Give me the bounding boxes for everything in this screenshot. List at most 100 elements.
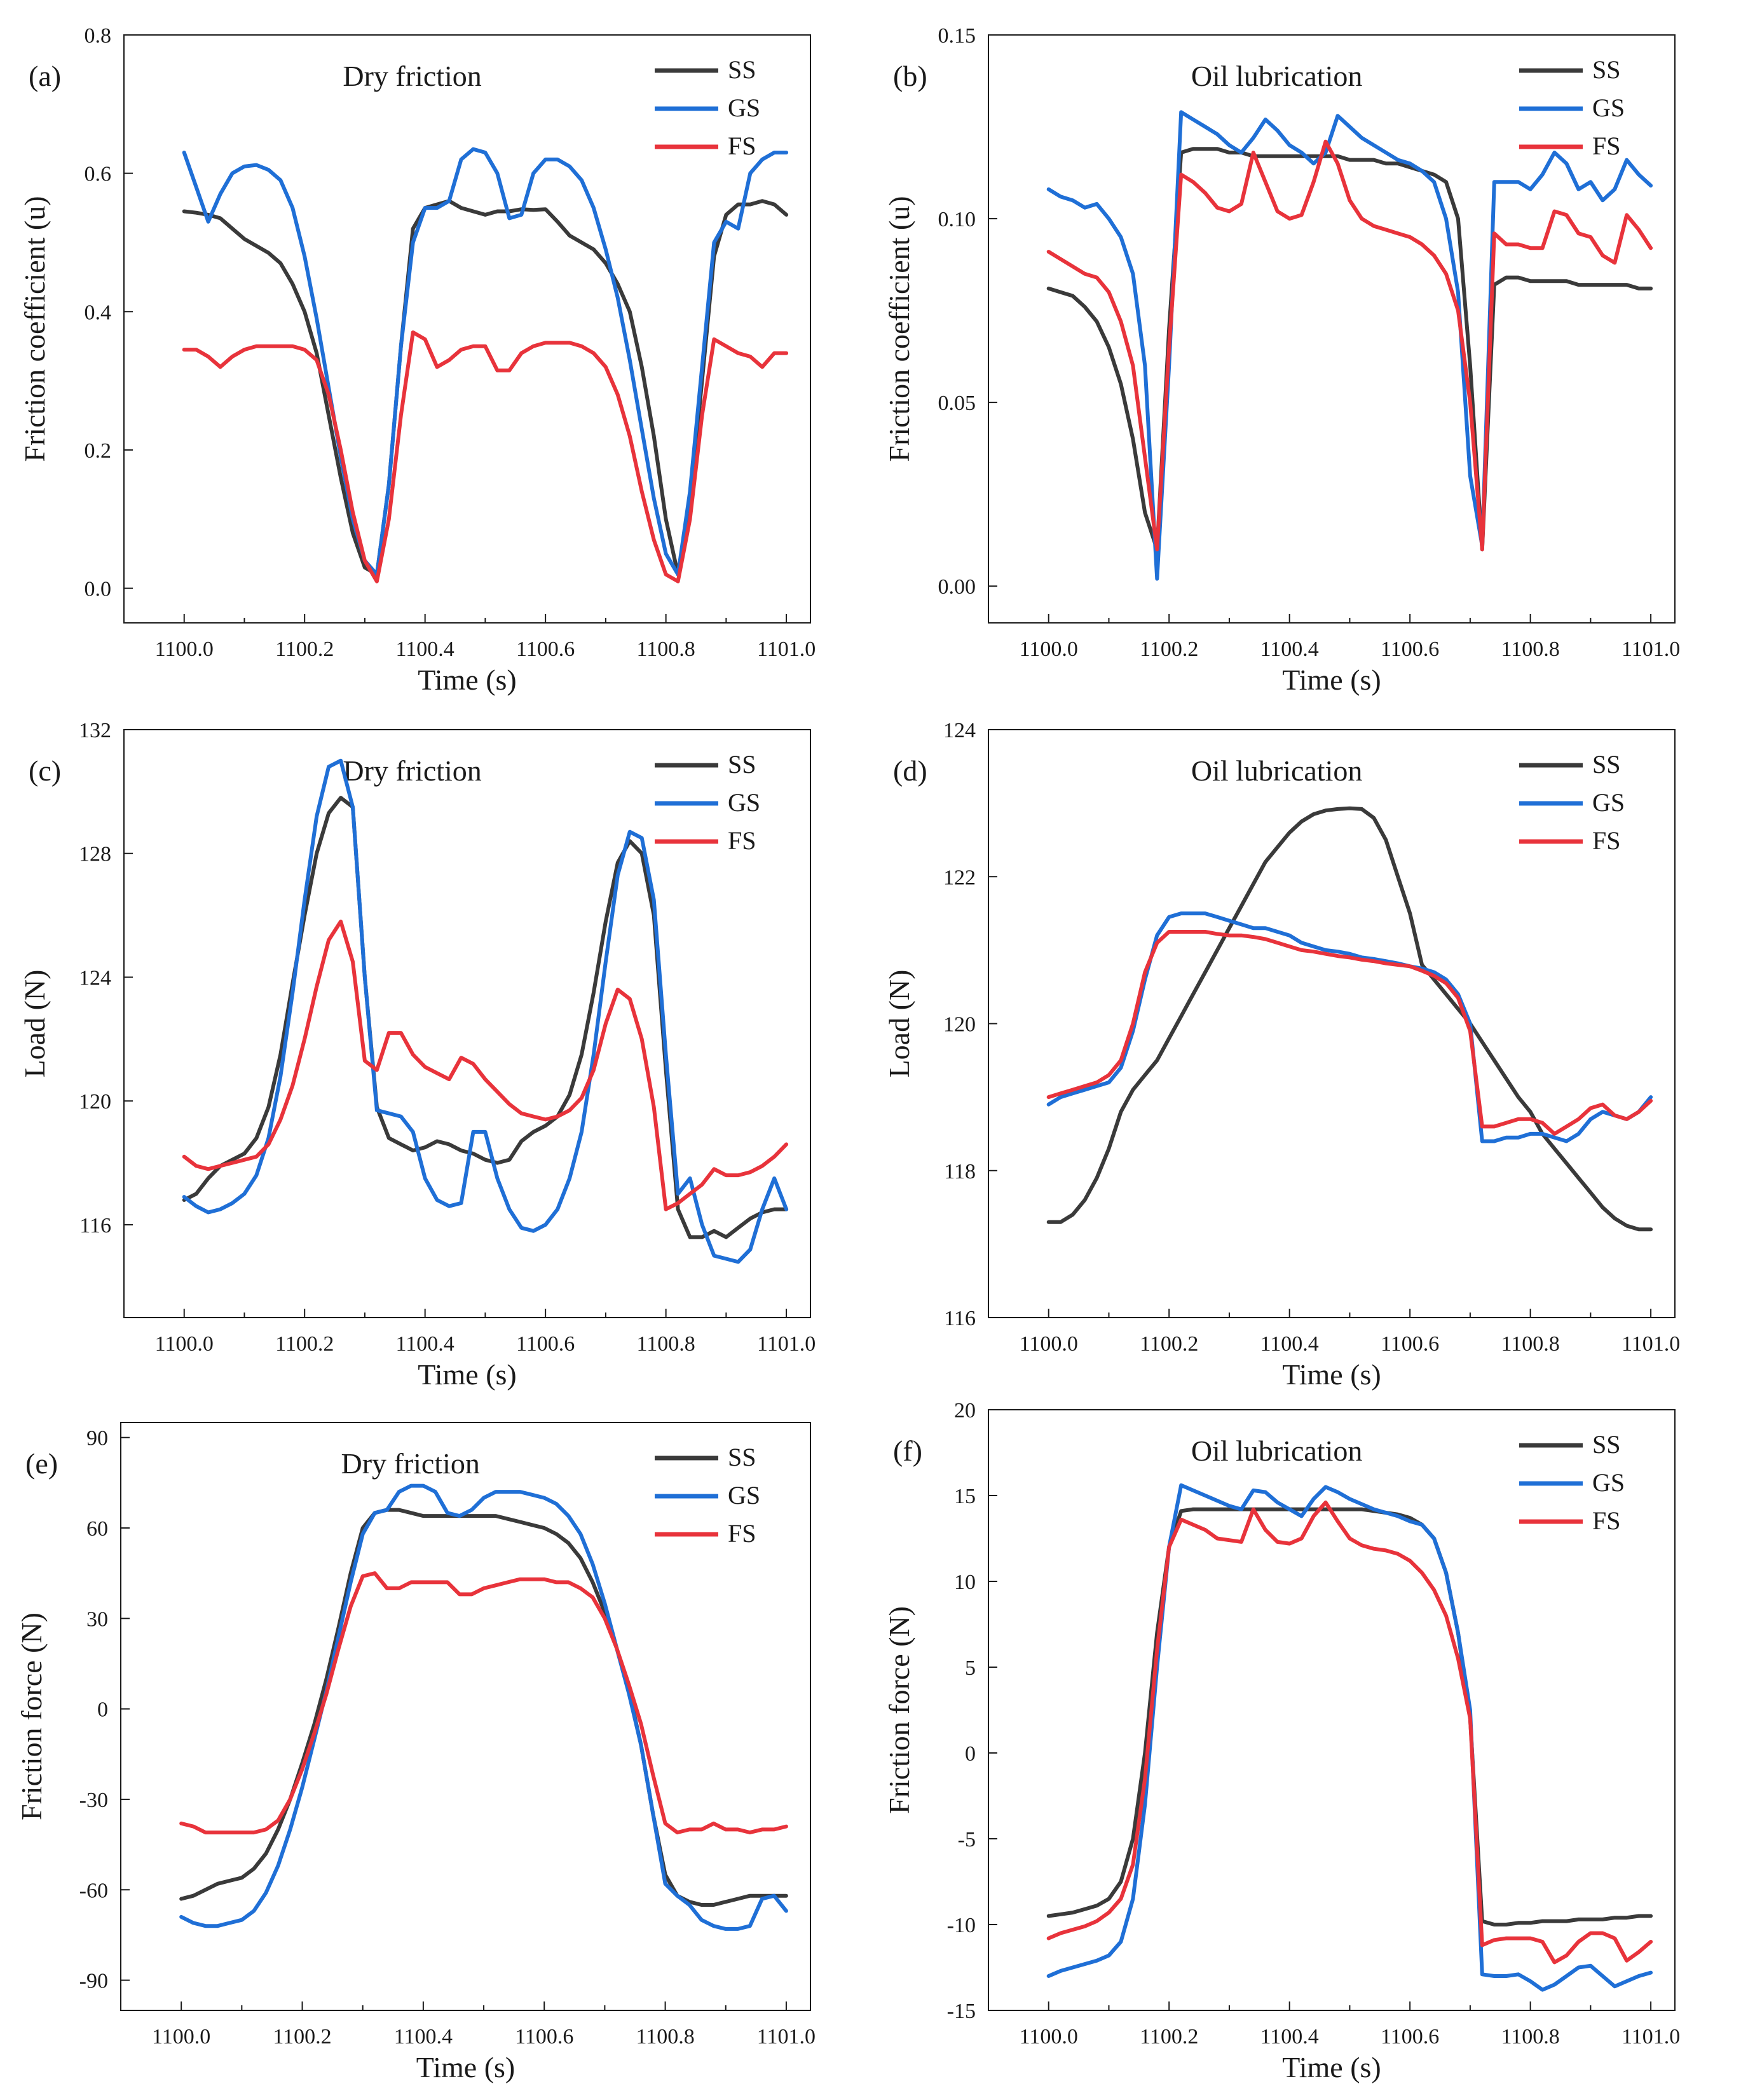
x-tick-label: 1100.8 [637,1332,695,1356]
legend: SS GS FS [655,750,760,855]
legend: SS GS FS [655,55,760,160]
legend-label-fs: FS [1592,1506,1621,1535]
y-axis-label: Load (N) [18,970,51,1078]
legend-label-ss: SS [1592,55,1621,84]
x-tick-label: 1100.4 [1260,638,1319,661]
legend: SS GS FS [655,1443,760,1548]
plot-frame [123,729,811,1318]
x-axis-label: Time (s) [418,1358,517,1391]
y-tick-label: -10 [947,1914,976,1937]
x-tick-label: 1100.2 [1140,638,1198,661]
x-tick-label: 1100.2 [1140,2025,1198,2049]
x-tick-label: 1100.4 [396,1332,454,1356]
legend: SS GS FS [1519,55,1625,160]
legend-label-ss: SS [728,750,756,779]
series-line-gs [1046,1483,1653,1992]
panel-letter: (f) [893,1435,922,1467]
y-tick-label: 0.0 [85,578,112,601]
series-line-ss [182,796,789,1239]
legend-label-ss: SS [1592,1430,1621,1459]
y-axis-label: Friction force (N) [883,1606,915,1814]
legend-label-gs: GS [1592,1468,1625,1497]
y-tick-label: 124 [943,719,976,742]
x-tick-label: 1100.0 [152,2025,210,2049]
y-tick-label: 124 [79,966,111,990]
legend-label-fs: FS [728,132,756,160]
y-tick-label: 122 [943,866,976,889]
y-tick-label: 30 [86,1607,108,1631]
x-axis-label: Time (s) [418,664,517,696]
x-tick-label: 1100.0 [1020,1332,1078,1356]
series-line-ss [179,1508,788,1907]
x-tick-label: 1100.8 [1501,638,1560,661]
y-tick-label: 0.15 [938,24,976,48]
x-tick-label: 1100.8 [1501,2025,1560,2049]
series-line-fs [179,1571,788,1835]
panel-letter: (b) [893,60,927,92]
y-tick-label: 118 [944,1160,976,1183]
y-tick-label: 0 [965,1742,976,1766]
series-line-ss [1046,806,1653,1232]
legend-label-gs: GS [728,788,760,817]
x-tick-label: 1100.4 [1260,2025,1319,2049]
legend-label-ss: SS [1592,750,1621,779]
series-line-fs [182,330,789,583]
x-tick-label: 1100.0 [155,1332,214,1356]
panel-title: Oil lubrication [1191,754,1363,787]
series-line-fs [182,919,789,1211]
y-tick-label: -60 [79,1879,108,1902]
series-line-fs [1046,139,1653,552]
y-tick-label: 0.6 [85,163,112,186]
legend-label-ss: SS [728,1443,756,1471]
y-tick-label: 0 [97,1698,108,1722]
x-tick-label: 1100.0 [155,638,214,661]
y-tick-label: 0.8 [85,24,112,48]
x-tick-label: 1100.8 [637,638,695,661]
x-tick-label: 1101.0 [757,638,816,661]
y-axis-label: Friction coefficient (u) [18,196,51,461]
y-tick-label: 20 [954,1399,976,1422]
plot-frame [123,34,811,624]
x-tick-label: 1100.2 [273,2025,331,2049]
x-tick-label: 1100.4 [396,638,454,661]
x-tick-label: 1100.4 [1260,1332,1319,1356]
legend-label-gs: GS [1592,93,1625,122]
panel-5: 1100.0 1100.2 1100.4 1100.6 1100.8 1101.0 -90 -… [15,1422,816,2083]
y-axis-label: Friction coefficient (u) [883,196,915,461]
y-tick-label: 90 [86,1427,108,1450]
y-tick-label: 0.05 [938,392,976,415]
x-tick-label: 1100.2 [275,638,334,661]
x-tick-label: 1100.8 [1501,1332,1560,1356]
series-line-gs [182,758,789,1264]
legend-label-fs: FS [728,1519,756,1548]
legend-label-gs: GS [728,1481,760,1510]
panel-title: Oil lubrication [1191,1435,1363,1467]
y-tick-label: 116 [79,1214,111,1238]
panel-letter: (e) [25,1447,58,1480]
x-tick-label: 1100.0 [1020,2025,1078,2049]
legend: SS GS FS [1519,750,1625,855]
x-axis-label: Time (s) [1282,2051,1381,2083]
x-tick-label: 1100.6 [1381,638,1439,661]
panel-title: Oil lubrication [1191,60,1363,92]
legend-label-ss: SS [728,55,756,84]
y-tick-label: -15 [947,2000,976,2023]
x-tick-label: 1101.0 [1622,638,1680,661]
panel-title: Dry friction [343,60,481,92]
y-axis-label: Friction force (N) [15,1612,48,1820]
series-line-gs [1046,911,1653,1143]
y-tick-label: 10 [954,1571,976,1594]
panel-letter: (a) [29,60,61,92]
series-line-ss [1046,147,1653,552]
plot-frame [988,1409,1676,2011]
panel-2: 1100.0 1100.2 1100.4 1100.6 1100.8 1101.0 0.00… [883,24,1680,696]
panel-1: 1100.0 1100.2 1100.4 1100.6 1100.8 1101.0 0.0 0… [18,24,816,696]
series-line-fs [1046,930,1653,1136]
x-axis-label: Time (s) [1282,664,1381,696]
x-tick-label: 1100.6 [516,638,575,661]
y-tick-label: 116 [944,1307,976,1330]
y-tick-label: -90 [79,1970,108,1993]
x-tick-label: 1101.0 [1622,2025,1680,2049]
series-line-ss [1046,1507,1653,1926]
